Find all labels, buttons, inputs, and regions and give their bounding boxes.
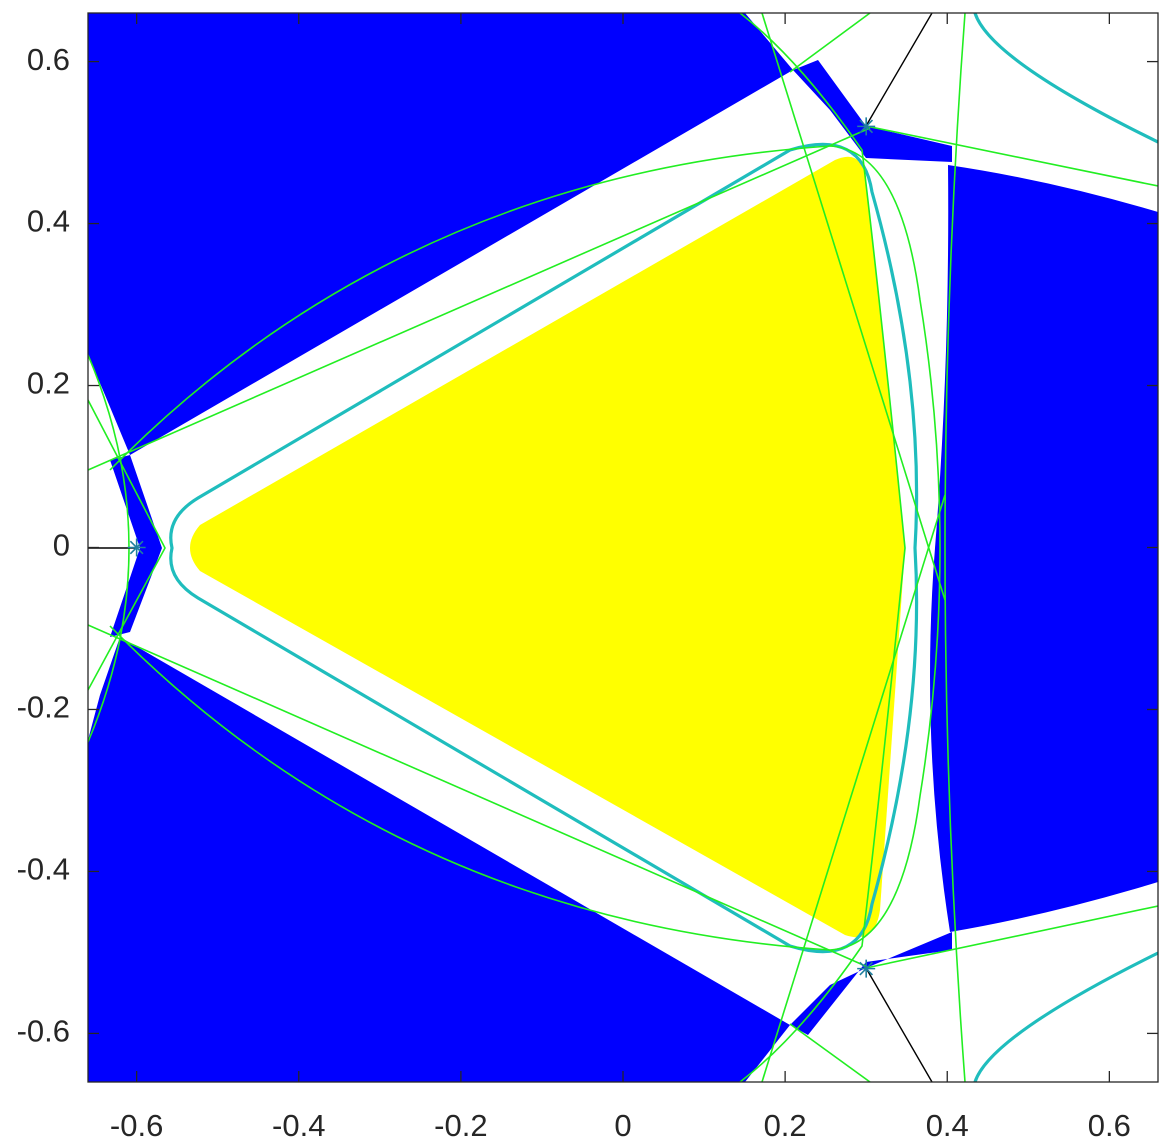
x-tick-label: 0.2 <box>764 1108 807 1143</box>
star-stroke <box>859 119 874 134</box>
y-tick-label: 0.6 <box>27 42 70 77</box>
region <box>930 165 1158 932</box>
curve <box>865 905 1158 969</box>
x-tick-label: -0.2 <box>434 1108 487 1143</box>
star-marker <box>857 117 876 136</box>
curve <box>973 951 1158 1082</box>
curve <box>789 13 871 73</box>
x-tick-label: 0.6 <box>1088 1108 1131 1143</box>
curve <box>761 13 946 601</box>
curve <box>973 13 1158 144</box>
region <box>793 60 952 162</box>
x-tick-label: 0.4 <box>926 1108 969 1143</box>
y-tick-label: -0.2 <box>17 690 70 725</box>
x-tick-label: 0 <box>614 1108 631 1143</box>
curve <box>865 13 933 127</box>
x-tick-label: -0.6 <box>110 1108 163 1143</box>
region <box>88 13 793 455</box>
curve <box>169 142 919 954</box>
curve <box>944 13 966 1082</box>
star-stroke <box>129 540 144 555</box>
y-tick-label: -0.6 <box>17 1014 70 1049</box>
curve <box>865 125 1158 187</box>
curve <box>88 399 166 691</box>
curve <box>761 494 946 1082</box>
y-tick-label: 0.2 <box>27 366 70 401</box>
curve <box>865 967 933 1082</box>
y-tick-label: 0.4 <box>27 204 70 239</box>
y-tick-label: -0.4 <box>17 852 70 887</box>
region <box>88 637 790 1082</box>
star-marker <box>127 538 146 557</box>
curve <box>739 13 906 1082</box>
plot-regions <box>88 13 1158 1082</box>
region <box>190 156 905 938</box>
star-stroke <box>859 961 874 976</box>
curve <box>789 1023 871 1082</box>
y-tick-label: 0 <box>53 528 70 563</box>
curve <box>88 127 871 471</box>
curve <box>109 145 941 951</box>
region <box>790 932 952 1035</box>
curve <box>88 624 871 969</box>
x-tick-label: -0.4 <box>272 1108 325 1143</box>
star-marker <box>857 959 876 978</box>
